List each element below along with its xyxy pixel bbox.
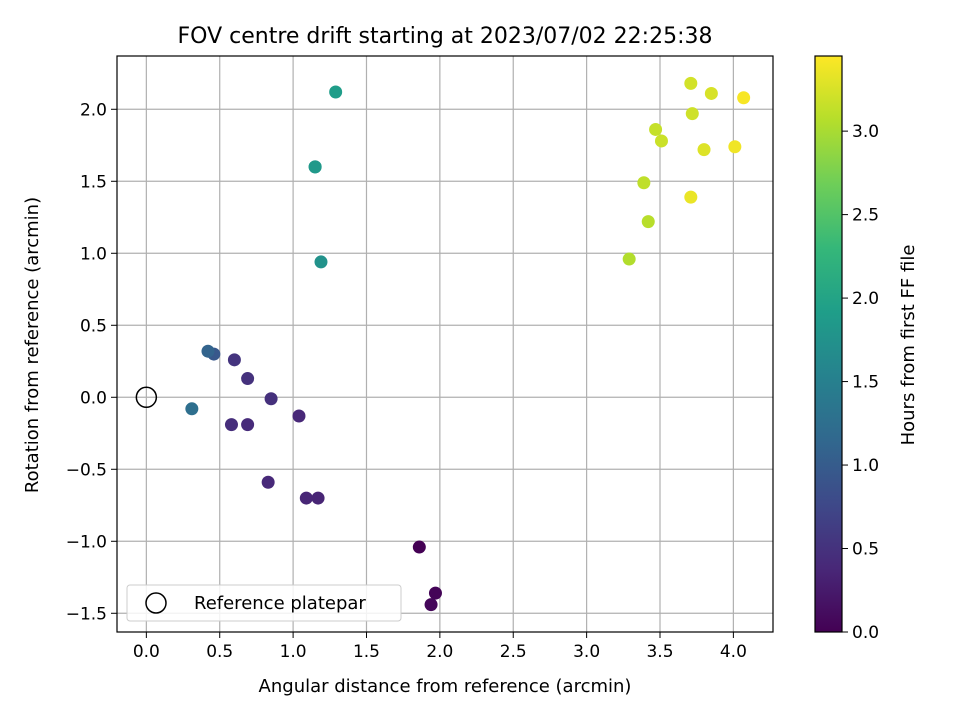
data-point: [201, 344, 215, 358]
data-point: [227, 353, 241, 367]
colorbar-tick-label: 1.0: [852, 456, 879, 476]
data-point: [264, 392, 278, 406]
data-point: [224, 418, 238, 432]
x-tick-label: 2.5: [500, 642, 527, 662]
y-axis-ticks: −1.5 −1.0 −0.5 0.0 0.5 1.0 1.5 2.0: [66, 100, 117, 624]
data-point: [737, 91, 751, 105]
y-tick-label: 1.0: [80, 244, 107, 264]
data-point: [314, 255, 328, 269]
x-axis-label: Angular distance from reference (arcmin): [259, 676, 632, 697]
x-tick-label: 3.5: [646, 642, 673, 662]
data-point: [185, 402, 199, 416]
colorbar-gradient: [814, 55, 843, 633]
data-point: [654, 134, 668, 148]
data-point: [697, 143, 711, 157]
colorbar-tick-label: 0.5: [852, 540, 879, 560]
data-point: [412, 540, 426, 554]
colorbar-ticks: 0.0 0.5 1.0 1.5 2.0 2.5 3.0: [842, 122, 879, 643]
data-point: [684, 190, 698, 204]
legend-reference-marker: [145, 592, 167, 614]
data-point: [684, 76, 698, 90]
data-point: [241, 418, 255, 432]
reference-marker: [135, 386, 158, 409]
data-point: [241, 372, 255, 386]
y-tick-label: 0.5: [80, 316, 107, 336]
data-point: [428, 586, 442, 600]
x-tick-label: 1.5: [353, 642, 380, 662]
legend-reference-label: Reference platepar: [194, 593, 366, 614]
chart-title: FOV centre drift starting at 2023/07/02 …: [178, 24, 713, 49]
data-point: [641, 215, 655, 229]
colorbar: 0.0 0.5 1.0 1.5 2.0 2.5 3.0 Hours from first F…: [814, 55, 919, 643]
data-point: [728, 140, 742, 154]
data-point: [329, 85, 343, 99]
y-tick-label: −0.5: [66, 460, 107, 480]
x-tick-label: 0.5: [206, 642, 233, 662]
plot-frame: [116, 55, 774, 633]
y-tick-label: 0.0: [80, 388, 107, 408]
data-point: [622, 252, 636, 266]
data-point: [704, 86, 718, 100]
data-point: [311, 491, 325, 505]
colorbar-tick-label: 2.5: [852, 206, 879, 226]
x-tick-label: 4.0: [720, 642, 747, 662]
data-point: [292, 409, 306, 423]
y-axis-label: Rotation from reference (arcmin): [22, 197, 43, 493]
legend: Reference platepar: [126, 584, 402, 622]
x-axis-ticks: 0.0 0.5 1.0 1.5 2.0 2.5 3.0 3.5 4.0: [133, 632, 747, 662]
y-tick-label: 1.5: [80, 172, 107, 192]
x-tick-label: 3.0: [573, 642, 600, 662]
y-tick-label: −1.5: [66, 604, 107, 624]
data-points: [185, 76, 751, 612]
y-tick-label: 2.0: [80, 100, 107, 120]
data-point: [649, 122, 663, 136]
y-tick-label: −1.0: [66, 532, 107, 552]
x-tick-label: 0.0: [133, 642, 160, 662]
colorbar-tick-label: 0.0: [852, 623, 879, 643]
data-point: [299, 491, 313, 505]
data-point: [424, 598, 438, 612]
data-point: [637, 176, 651, 190]
data-point: [685, 107, 699, 121]
colorbar-tick-label: 3.0: [852, 122, 879, 142]
x-tick-label: 2.0: [426, 642, 453, 662]
data-point: [261, 475, 275, 489]
colorbar-tick-label: 1.5: [852, 373, 879, 393]
x-tick-label: 1.0: [280, 642, 307, 662]
legend-box: [126, 584, 402, 622]
colorbar-label: Hours from first FF file: [898, 245, 919, 446]
colorbar-tick-label: 2.0: [852, 289, 879, 309]
data-point: [308, 160, 322, 174]
